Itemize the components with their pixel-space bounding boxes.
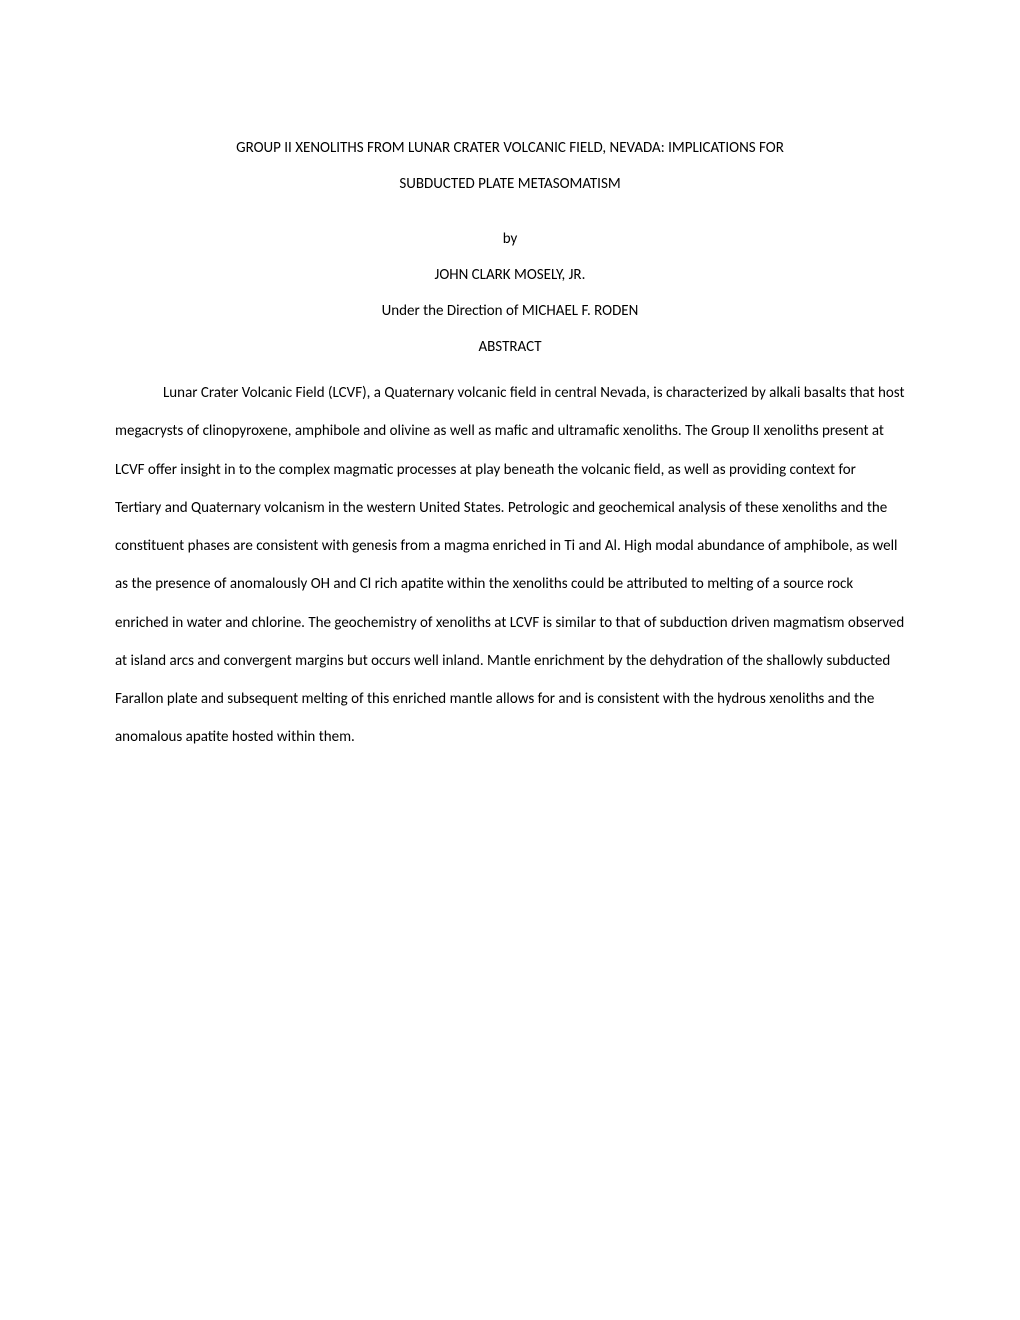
abstract-heading: ABSTRACT bbox=[115, 338, 905, 356]
title-line-1: GROUP II XENOLITHS FROM LUNAR CRATER VOL… bbox=[115, 130, 905, 166]
byline: by bbox=[115, 230, 905, 248]
abstract-body: Lunar Crater Volcanic Field (LCVF), a Qu… bbox=[115, 374, 905, 757]
author-name: JOHN CLARK MOSELY, JR. bbox=[115, 266, 905, 284]
title-line-2: SUBDUCTED PLATE METASOMATISM bbox=[115, 166, 905, 202]
director-line: Under the Direction of MICHAEL F. RODEN bbox=[115, 302, 905, 320]
title-block: GROUP II XENOLITHS FROM LUNAR CRATER VOL… bbox=[115, 130, 905, 202]
